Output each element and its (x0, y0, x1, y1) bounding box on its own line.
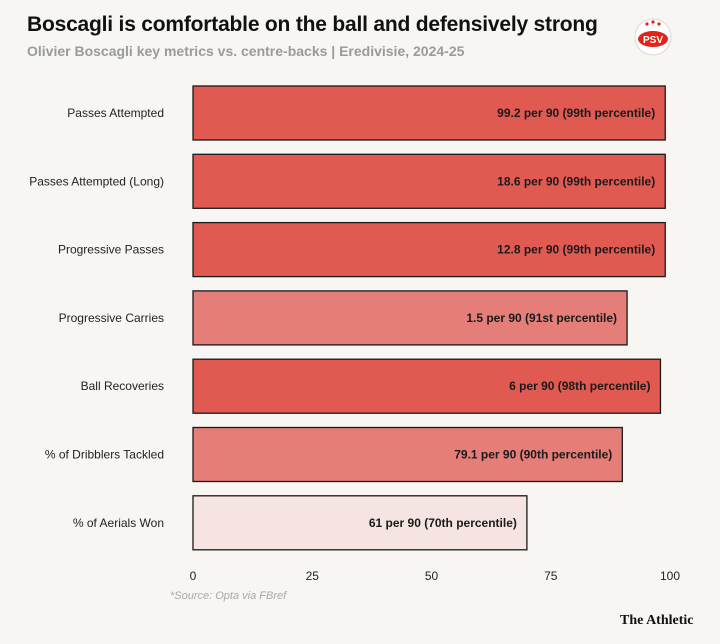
source-note: *Source: Opta via FBref (170, 590, 287, 602)
category-label: Progressive Passes (58, 243, 164, 257)
category-label: % of Dribblers Tackled (45, 448, 164, 462)
psv-logo-icon: PSV (634, 18, 672, 56)
x-tick-label: 25 (306, 569, 320, 583)
bar (192, 495, 528, 551)
brand-wordmark: The Athletic (620, 613, 694, 628)
category-label: Passes Attempted (Long) (29, 174, 164, 188)
data-label: 18.6 per 90 (99th percentile) (497, 174, 655, 188)
chart-subtitle: Olivier Boscagli key metrics vs. centre-… (27, 43, 465, 59)
chart-title: Boscagli is comfortable on the ball and … (27, 13, 598, 36)
bar (192, 221, 666, 278)
psv-logo-text: PSV (643, 35, 663, 46)
category-label: Passes Attempted (67, 106, 164, 120)
data-label: 99.2 per 90 (99th percentile) (497, 106, 655, 120)
category-label: Progressive Carries (59, 311, 164, 325)
x-tick-label: 100 (660, 569, 680, 583)
bar (192, 358, 662, 414)
category-label: % of Aerials Won (73, 516, 164, 530)
bar (192, 153, 666, 209)
data-label: 6 per 90 (98th percentile) (509, 379, 650, 393)
bar (192, 85, 666, 141)
data-label: 79.1 per 90 (90th percentile) (454, 448, 612, 462)
bar (192, 426, 623, 483)
x-tick-label: 0 (190, 569, 197, 583)
data-label: 12.8 per 90 (99th percentile) (497, 243, 655, 257)
x-tick-label: 75 (544, 569, 558, 583)
data-label: 61 per 90 (70th percentile) (369, 516, 517, 530)
x-tick-label: 50 (425, 569, 439, 583)
data-label: 1.5 per 90 (91st percentile) (466, 311, 617, 325)
bar (192, 290, 628, 346)
category-label: Ball Recoveries (81, 379, 164, 393)
